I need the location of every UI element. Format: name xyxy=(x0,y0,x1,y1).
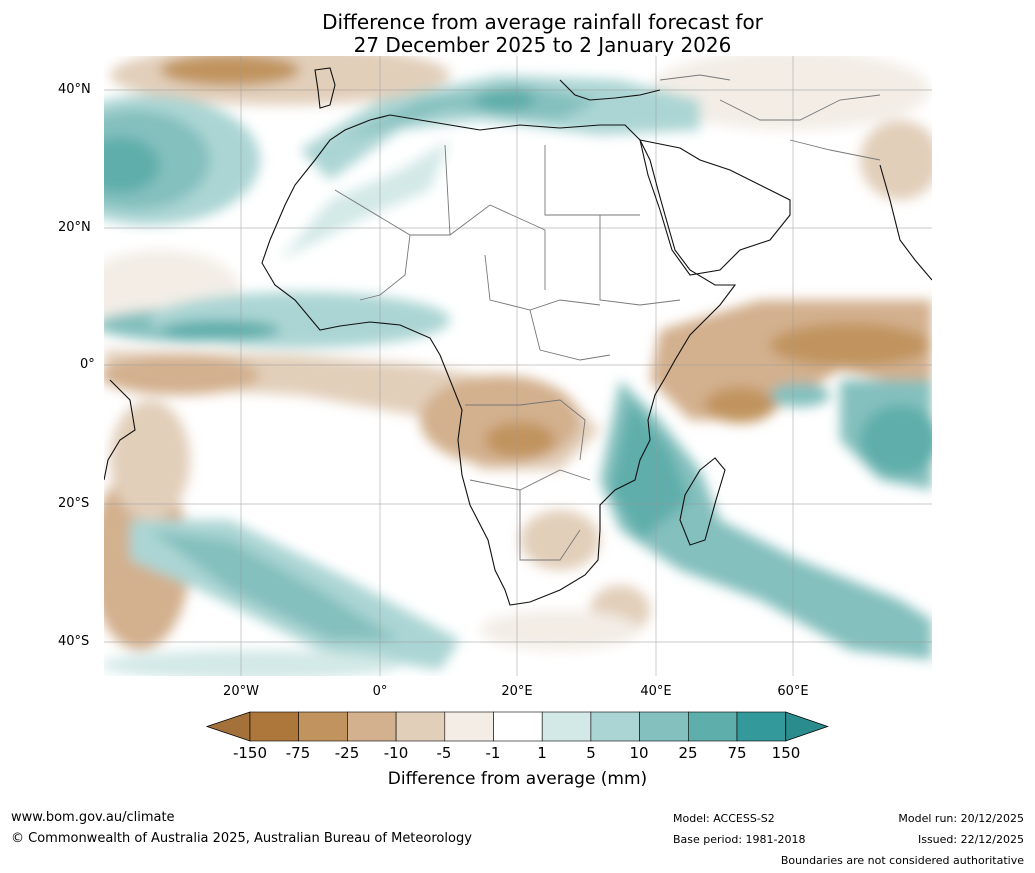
colorbar-segment xyxy=(590,711,640,742)
map-title-line2: 27 December 2025 to 2 January 2026 xyxy=(353,33,732,57)
lon-label-0: 0° xyxy=(372,684,388,699)
colorbar-segment xyxy=(444,711,494,742)
colorbar-tick-label: -1 xyxy=(485,744,501,762)
colorbar-tick-label: 5 xyxy=(586,744,596,762)
lon-label-40e: 40°E xyxy=(640,684,672,699)
colorbar xyxy=(205,711,829,742)
model-run: Model run: 20/12/2025 xyxy=(898,812,1024,825)
colorbar-tick-label: 25 xyxy=(678,744,698,762)
colorbar-tick-label: -150 xyxy=(232,744,268,762)
lat-label-0: 0° xyxy=(80,357,95,372)
colorbar-segment xyxy=(541,711,592,742)
colorbar-extend-low xyxy=(205,711,251,742)
colorbar-tick-label: -25 xyxy=(334,744,360,762)
lon-label-60e: 60°E xyxy=(777,684,809,699)
colorbar-tick-label: 10 xyxy=(629,744,649,762)
issued-date: Issued: 22/12/2025 xyxy=(917,833,1024,846)
colorbar-segment xyxy=(298,711,348,742)
country-borders xyxy=(334,74,881,561)
colorbar-segment xyxy=(249,711,300,742)
colorbar-tick-label: -75 xyxy=(285,744,311,762)
map-title-line1: Difference from average rainfall forecas… xyxy=(322,10,763,34)
lat-label-40n: 40°N xyxy=(58,82,91,97)
colorbar-segment xyxy=(395,711,446,742)
lat-label-20n: 20°N xyxy=(58,220,91,235)
colorbar-tick-label: 150 xyxy=(771,744,801,762)
lon-label-20e: 20°E xyxy=(501,684,533,699)
lon-label-20w: 20°W xyxy=(223,684,259,699)
colorbar-segment xyxy=(687,711,738,742)
colorbar-tick-label: 75 xyxy=(727,744,747,762)
colorbar-tick-label: -5 xyxy=(436,744,452,762)
base-period: Base period: 1981-2018 xyxy=(673,833,806,846)
copyright-text: © Commonwealth of Australia 2025, Austra… xyxy=(11,831,472,846)
colorbar-extend-high xyxy=(785,711,829,742)
lat-label-40s: 40°S xyxy=(58,634,90,649)
colorbar-segment xyxy=(493,711,543,742)
colorbar-segment xyxy=(736,711,787,742)
lat-label-20s: 20°S xyxy=(58,496,90,511)
model-name: Model: ACCESS-S2 xyxy=(673,812,775,825)
coastlines xyxy=(104,67,932,606)
colorbar-tick-label: 1 xyxy=(537,744,547,762)
colorbar-tick-label: -10 xyxy=(383,744,409,762)
website-link[interactable]: www.bom.gov.au/climate xyxy=(11,810,175,825)
colorbar-segment xyxy=(347,711,397,742)
colorbar-segment xyxy=(639,711,689,742)
graticule xyxy=(104,56,932,676)
anomaly-field xyxy=(104,56,932,676)
boundaries-disclaimer: Boundaries are not considered authoritat… xyxy=(780,854,1024,867)
colorbar-title: Difference from average (mm) xyxy=(387,769,648,789)
